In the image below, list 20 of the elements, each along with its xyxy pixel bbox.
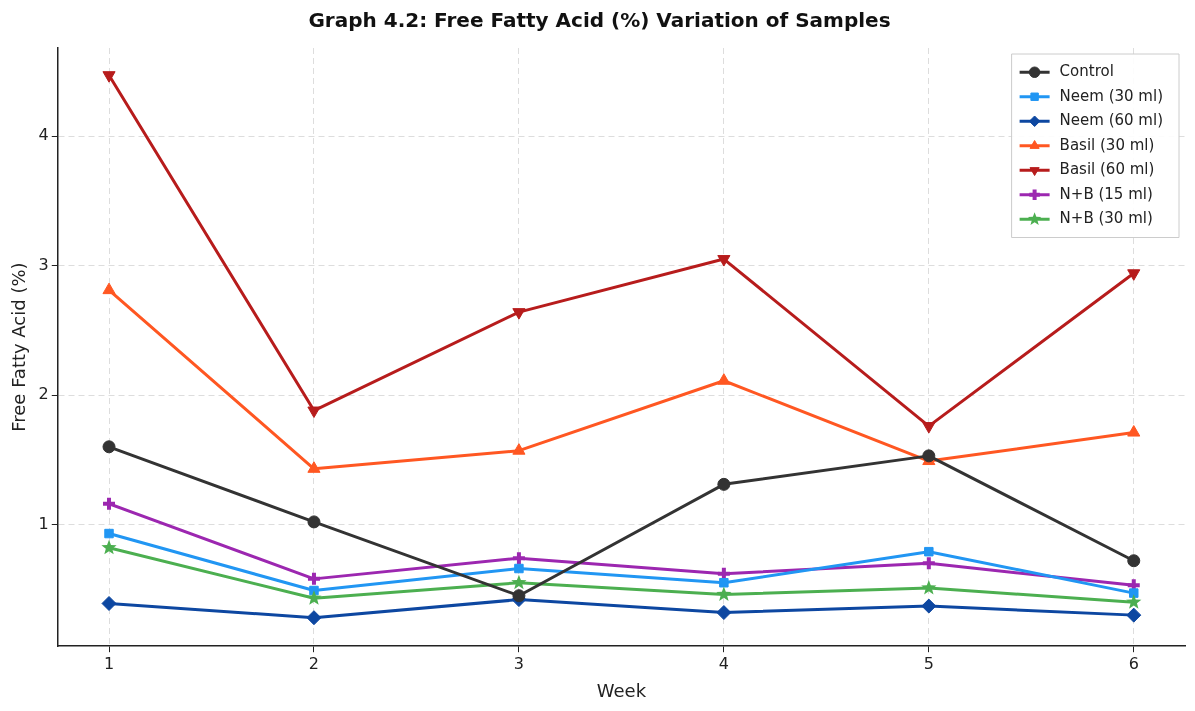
y-tick-label: 1	[38, 513, 49, 533]
legend-label: Neem (60 ml)	[1059, 111, 1164, 130]
x-tick-label: 1	[103, 653, 115, 673]
y-tick-label: 4	[38, 125, 49, 145]
legend-label: Basil (30 ml)	[1059, 135, 1155, 154]
x-tick-label: 2	[308, 653, 320, 673]
legend-label: N+B (30 ml)	[1059, 209, 1153, 228]
legend-label: Control	[1059, 62, 1114, 81]
legend-label: N+B (15 ml)	[1059, 184, 1153, 203]
y-tick-label: 3	[38, 254, 49, 274]
x-tick-label: 5	[923, 653, 934, 673]
x-tick-label: 6	[1128, 653, 1139, 673]
y-axis-title: Free Fatty Acid (%)	[8, 262, 30, 432]
y-tick-label: 2	[38, 384, 49, 404]
x-tick-label: 4	[718, 653, 729, 673]
legend-label: Basil (60 ml)	[1059, 160, 1155, 179]
legend-label: Neem (30 ml)	[1059, 86, 1164, 105]
x-axis-title: Week	[596, 679, 647, 701]
x-tick-label: 3	[513, 653, 525, 673]
chart-title: Graph 4.2: Free Fatty Acid (%) Variation of Samples	[308, 8, 891, 33]
